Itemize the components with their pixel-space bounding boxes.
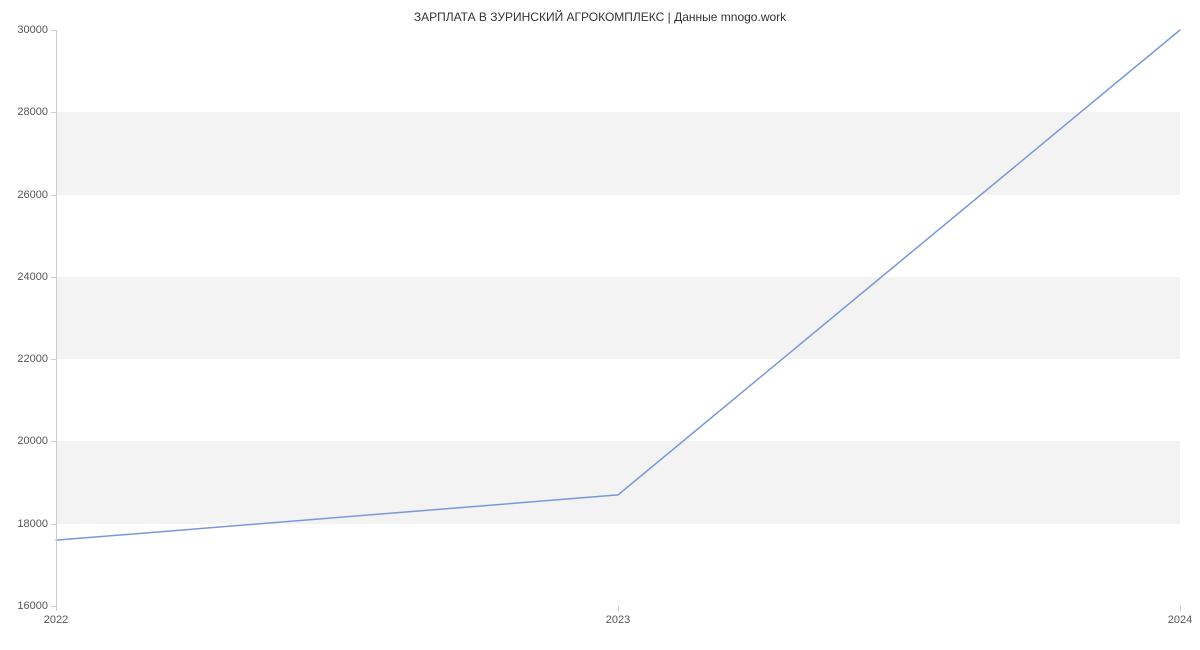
x-tick-mark bbox=[56, 606, 57, 611]
plot-area: 1600018000200002200024000260002800030000… bbox=[56, 30, 1180, 606]
y-axis-line bbox=[56, 30, 57, 606]
chart-title: ЗАРПЛАТА В ЗУРИНСКИЙ АГРОКОМПЛЕКС | Данн… bbox=[0, 10, 1200, 24]
x-tick-mark bbox=[1180, 606, 1181, 611]
y-tick-mark bbox=[51, 277, 56, 278]
y-tick-mark bbox=[51, 359, 56, 360]
y-tick-mark bbox=[51, 524, 56, 525]
x-tick-mark bbox=[618, 606, 619, 611]
y-tick-mark bbox=[51, 195, 56, 196]
y-tick-mark bbox=[51, 441, 56, 442]
salary-line-chart: ЗАРПЛАТА В ЗУРИНСКИЙ АГРОКОМПЛЕКС | Данн… bbox=[0, 0, 1200, 650]
y-tick-mark bbox=[51, 30, 56, 31]
y-tick-mark bbox=[51, 112, 56, 113]
data-line bbox=[56, 30, 1180, 606]
